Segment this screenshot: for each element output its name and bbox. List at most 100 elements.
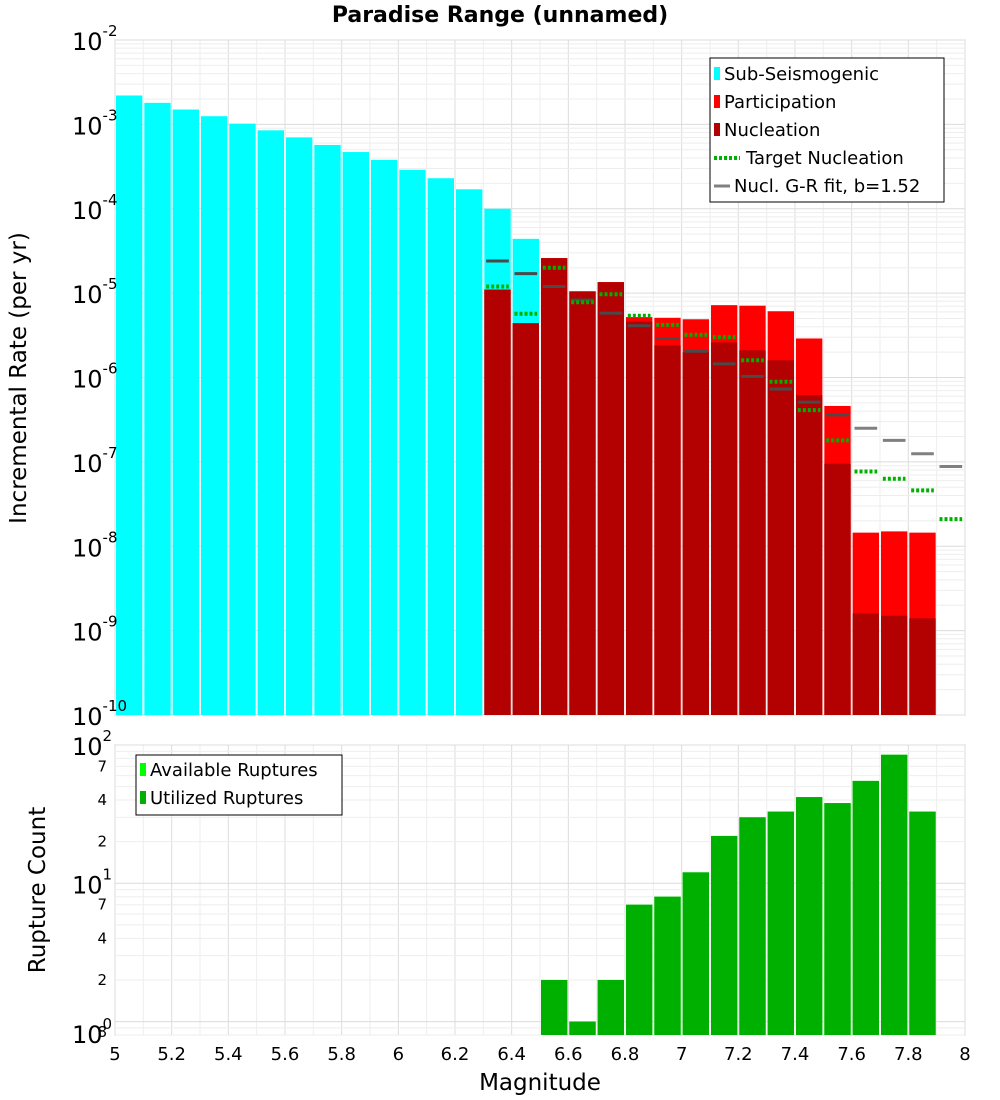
count-legend-box xyxy=(135,754,343,816)
count-y-tick-label: 102 xyxy=(72,727,112,761)
rate-plot: 10-2 10-3 10-4 10-5 10-6 10-7 10-8 10-9 10-10 In… xyxy=(6,22,966,731)
utilized-ruptures-bar xyxy=(682,872,709,1035)
sub-seismogenic-bar xyxy=(116,95,143,715)
rate-legend-box xyxy=(709,57,945,203)
sub-seismogenic-bar xyxy=(399,169,426,715)
x-tick-label: 5.4 xyxy=(214,1044,243,1065)
sub-seismogenic-bar xyxy=(172,109,199,715)
nucleation-bar xyxy=(909,618,936,715)
x-tick-label: 7.4 xyxy=(781,1044,810,1065)
sub-seismogenic-bar xyxy=(427,178,454,715)
rate-plot-lines xyxy=(486,259,963,522)
x-tick-label: 7 xyxy=(676,1044,687,1065)
count-plot-y-ticks: 102 101 100 7 4 2 7 4 2 8 xyxy=(72,727,112,1049)
x-tick-label: 6.6 xyxy=(554,1044,583,1065)
count-plot-bars xyxy=(541,754,936,1035)
sub-seismogenic-bar xyxy=(257,130,284,716)
utilized-ruptures-bar xyxy=(881,754,908,1035)
rate-plot-y-ticks: 10-2 10-3 10-4 10-5 10-6 10-7 10-8 10-9 10-10 xyxy=(72,22,127,731)
count-y-minor-tick-label: 7 xyxy=(97,757,107,775)
nucleation-bar xyxy=(824,463,851,715)
x-tick-label: 6.2 xyxy=(441,1044,470,1065)
utilized-ruptures-bar xyxy=(824,803,851,1035)
utilized-ruptures-bar xyxy=(796,797,823,1035)
sub-seismogenic-bar xyxy=(342,152,369,715)
sub-seismogenic-bar xyxy=(201,116,228,715)
utilized-ruptures-bar xyxy=(739,817,766,1035)
rate-y-tick-label: 10-9 xyxy=(72,613,118,647)
x-axis-ticks: 5 5.2 5.4 5.6 5.8 6 6.2 6.4 6.6 6.8 7 7.2 7.4 7.6 7.8 8 xyxy=(109,1044,970,1065)
sub-seismogenic-bar xyxy=(229,123,256,716)
rate-legend-swatch xyxy=(714,95,720,108)
count-y-tick-label: 100 xyxy=(72,1015,112,1049)
count-y-minor-tick-label: 2 xyxy=(97,971,107,989)
rate-y-tick-label: 10-6 xyxy=(72,360,118,394)
utilized-ruptures-bar xyxy=(711,835,738,1035)
x-tick-label: 5.6 xyxy=(271,1044,300,1065)
x-tick-label: 5.8 xyxy=(327,1044,356,1065)
rate-y-tick-label: 10-8 xyxy=(72,528,118,562)
count-y-minor-tick-label: 7 xyxy=(97,896,107,914)
rate-legend-label: Target Nucleation xyxy=(745,148,904,169)
count-y-minor-tick-label: 4 xyxy=(97,929,107,947)
chart-title: Paradise Range (unnamed) xyxy=(332,3,668,28)
count-legend-swatch xyxy=(140,763,146,776)
rate-y-tick-label: 10-4 xyxy=(72,191,118,225)
x-tick-label: 6 xyxy=(393,1044,404,1065)
nucleation-bar xyxy=(626,321,653,715)
sub-seismogenic-bar xyxy=(314,144,341,716)
rate-plot-bars xyxy=(116,95,936,716)
rate-legend-label: Nucleation xyxy=(724,120,820,141)
nucleation-bar xyxy=(654,345,681,715)
rate-y-tick-label: 10-5 xyxy=(72,275,118,309)
utilized-ruptures-bar xyxy=(597,979,624,1035)
sub-seismogenic-bar xyxy=(286,137,313,716)
nucleation-bar xyxy=(739,350,766,715)
nucleation-bar xyxy=(796,395,823,715)
utilized-ruptures-bar xyxy=(767,811,794,1035)
nucleation-bar xyxy=(569,291,596,715)
x-tick-label: 7.2 xyxy=(724,1044,753,1065)
count-legend-swatch xyxy=(140,791,146,804)
rate-plot-legend: Sub-Seismogenic Participation Nucleation Ta… xyxy=(709,57,945,203)
nucleation-bar xyxy=(767,360,794,715)
sub-seismogenic-bar xyxy=(144,102,171,716)
rate-y-tick-label: 10-10 xyxy=(72,697,127,731)
sub-seismogenic-bar xyxy=(456,189,483,715)
x-tick-label: 7.8 xyxy=(894,1044,923,1065)
utilized-ruptures-bar xyxy=(569,1021,596,1035)
x-tick-label: 6.4 xyxy=(497,1044,526,1065)
rate-legend-label: Nucl. G-R fit, b=1.52 xyxy=(734,176,920,197)
rate-y-tick-label: 10-7 xyxy=(72,444,118,478)
count-legend-label: Available Ruptures xyxy=(150,760,318,781)
sub-seismogenic-bar xyxy=(371,159,398,716)
x-tick-label: 5 xyxy=(109,1044,120,1065)
count-legend-label: Utilized Ruptures xyxy=(150,788,303,809)
utilized-ruptures-bar xyxy=(909,811,936,1035)
count-y-tick-label: 101 xyxy=(72,865,112,899)
x-tick-label: 5.2 xyxy=(157,1044,186,1065)
count-plot: 102 101 100 7 4 2 7 4 2 8 Rupture Count Available… xyxy=(25,727,966,1049)
count-y-minor-tick-label: 2 xyxy=(97,833,107,851)
count-y-minor-tick-label: 8 xyxy=(97,1023,107,1041)
utilized-ruptures-bar xyxy=(626,904,653,1035)
count-plot-y-axis-title: Rupture Count xyxy=(25,807,51,973)
nucleation-bar xyxy=(852,613,879,715)
x-axis-title: Magnitude xyxy=(479,1070,601,1096)
rate-y-tick-label: 10-3 xyxy=(72,106,118,140)
utilized-ruptures-bar xyxy=(654,896,681,1035)
nucleation-bar xyxy=(541,258,568,715)
rate-legend-swatch xyxy=(714,123,720,136)
rate-plot-y-axis-title: Incremental Rate (per yr) xyxy=(6,232,32,524)
rate-legend-label: Sub-Seismogenic xyxy=(724,64,879,85)
utilized-ruptures-bar xyxy=(541,979,568,1035)
count-y-minor-tick-label: 4 xyxy=(97,791,107,809)
rate-y-tick-label: 10-2 xyxy=(72,22,118,56)
nucleation-bar xyxy=(881,615,908,715)
x-tick-label: 8 xyxy=(959,1044,970,1065)
x-tick-label: 6.8 xyxy=(611,1044,640,1065)
nucleation-bar xyxy=(484,289,511,715)
nucleation-bar xyxy=(711,342,738,715)
rate-legend-label: Participation xyxy=(724,92,836,113)
